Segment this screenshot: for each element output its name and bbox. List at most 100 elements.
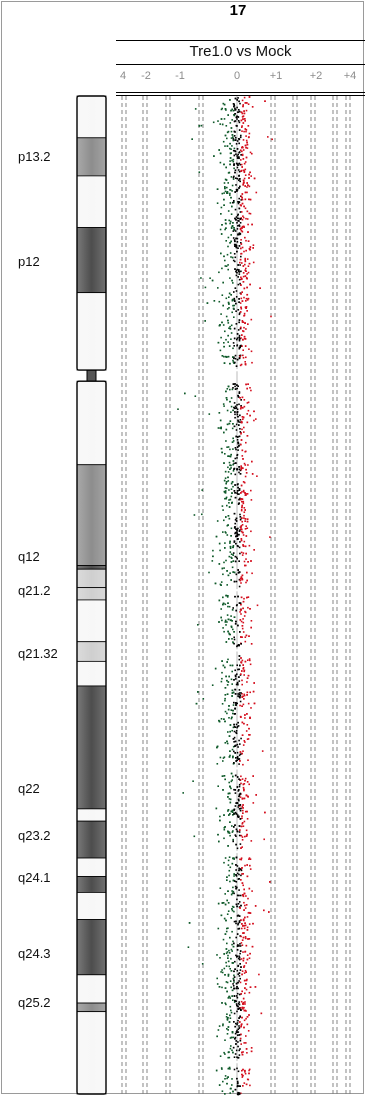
data-point [224, 1002, 227, 1004]
data-point [239, 602, 242, 604]
data-point [249, 387, 251, 389]
data-point [243, 405, 246, 408]
data-point [193, 514, 196, 516]
data-point [240, 170, 242, 172]
data-point [233, 357, 235, 360]
data-point [243, 426, 245, 429]
data-point [231, 989, 234, 992]
data-point [246, 1023, 249, 1026]
data-point [239, 408, 242, 410]
data-point [228, 638, 230, 640]
data-point [248, 887, 251, 890]
data-point [240, 229, 243, 232]
data-point [248, 857, 251, 859]
data-point [242, 1068, 244, 1071]
data-point [177, 408, 179, 410]
data-point [232, 361, 235, 363]
data-point [230, 535, 232, 537]
data-point [230, 780, 233, 783]
data-point [242, 695, 244, 698]
data-point [229, 730, 231, 733]
data-point [223, 182, 226, 184]
data-point [224, 893, 226, 895]
data-point [233, 580, 236, 583]
data-point [238, 1092, 241, 1095]
data-point [252, 261, 255, 264]
data-point [227, 334, 229, 337]
band-label: q25.2 [18, 995, 51, 1011]
data-point [246, 713, 248, 715]
band-label: p12 [18, 253, 40, 269]
data-point [247, 1030, 250, 1032]
data-point [234, 532, 236, 535]
data-point [237, 928, 240, 930]
data-point [240, 326, 242, 329]
x-tick-label: +4 [343, 70, 357, 82]
data-point [236, 1077, 238, 1080]
data-point [231, 145, 233, 147]
data-point [224, 330, 226, 333]
data-point [236, 1056, 238, 1058]
data-point [228, 705, 230, 707]
data-point [232, 709, 234, 712]
data-point [234, 405, 237, 408]
data-point [238, 894, 240, 897]
data-point [239, 228, 242, 230]
data-point [226, 192, 229, 194]
data-point [236, 492, 238, 494]
data-point [236, 814, 239, 816]
data-point [234, 623, 237, 625]
data-point [241, 197, 243, 199]
data-point [248, 136, 250, 138]
data-point [233, 316, 235, 318]
data-point [232, 546, 234, 549]
data-point [248, 1069, 250, 1072]
data-point [241, 246, 244, 249]
data-point [237, 116, 240, 118]
data-point [231, 1031, 234, 1034]
data-point [237, 815, 239, 818]
data-point [235, 723, 238, 726]
data-point [237, 538, 239, 540]
data-point [271, 138, 273, 141]
data-point [234, 834, 237, 836]
data-point [241, 1016, 243, 1019]
data-point [222, 1023, 224, 1025]
data-point [236, 1080, 239, 1083]
data-point [226, 913, 229, 915]
data-point [226, 981, 229, 984]
data-point [238, 1027, 241, 1029]
data-point [236, 148, 239, 150]
data-point [237, 276, 239, 278]
data-point [235, 828, 238, 831]
data-point [240, 847, 242, 849]
data-point [224, 178, 227, 181]
data-point [232, 139, 235, 142]
data-point [240, 468, 243, 471]
data-point [251, 890, 253, 892]
data-point [240, 498, 243, 500]
data-point [243, 892, 246, 895]
data-point [219, 583, 222, 586]
data-point [237, 914, 240, 917]
data-point [227, 182, 229, 184]
data-point [234, 560, 237, 563]
data-point [229, 400, 231, 403]
data-point [243, 972, 246, 974]
data-point [244, 924, 247, 927]
data-point [238, 471, 240, 474]
data-point [237, 1019, 239, 1022]
data-point [233, 512, 236, 515]
data-point [244, 992, 246, 995]
data-point [234, 240, 236, 243]
data-point [238, 445, 240, 447]
data-point [241, 923, 243, 925]
data-point [239, 180, 241, 183]
data-point [243, 927, 246, 930]
data-point [240, 276, 242, 279]
data-point [223, 198, 225, 201]
data-point [238, 1054, 241, 1056]
data-point [240, 270, 242, 273]
data-point [238, 921, 241, 924]
data-point [228, 171, 231, 174]
